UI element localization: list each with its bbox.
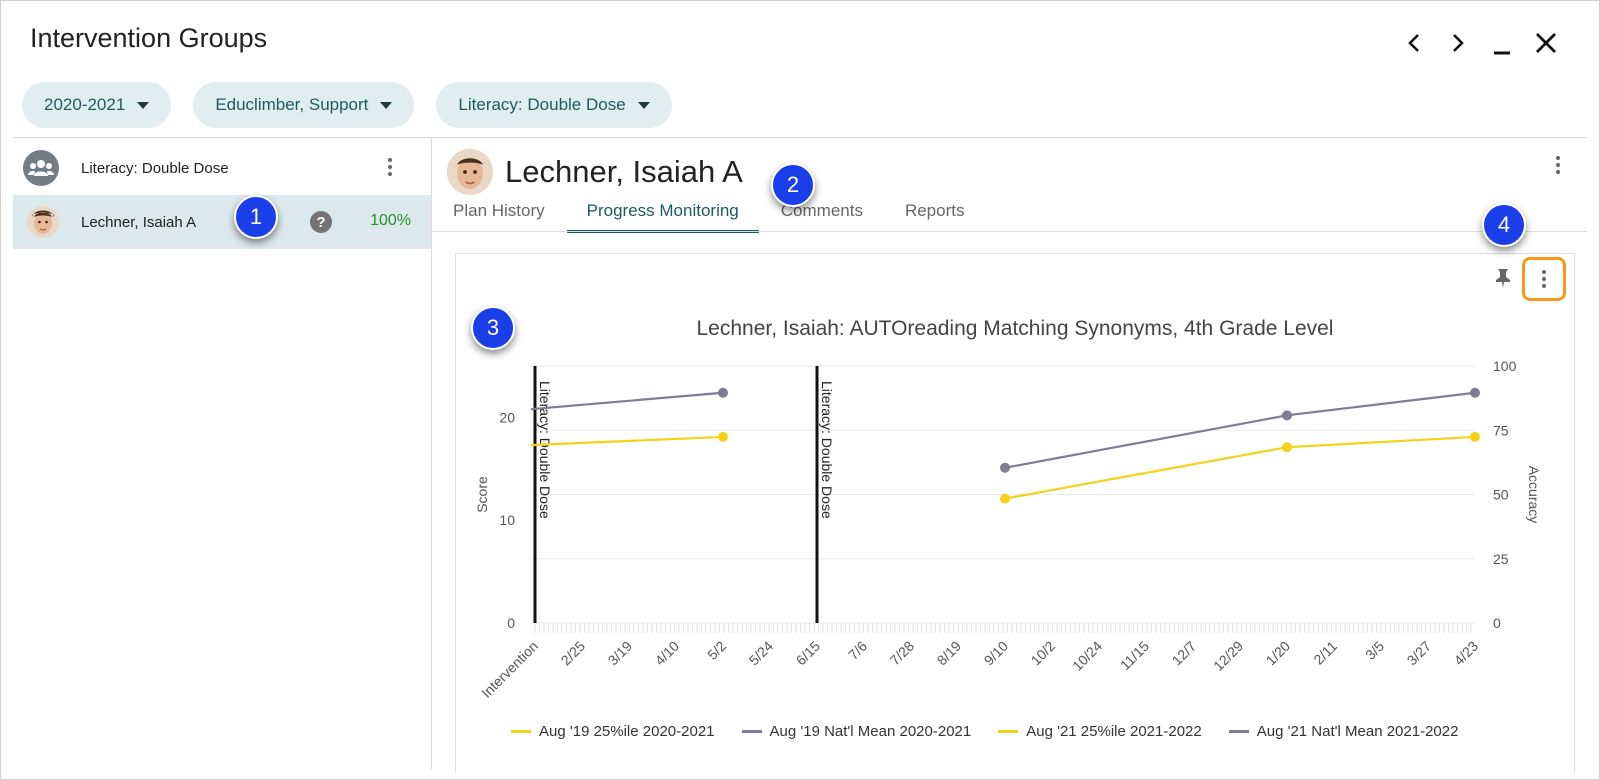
legend-label: Aug '19 Nat'l Mean 2020-2021 <box>769 723 972 740</box>
group-label: Literacy: Double Dose <box>81 159 229 177</box>
chart-legend: Aug '19 25%ile 2020-2021 Aug '19 Nat'l M… <box>511 723 1458 740</box>
chart-card <box>455 253 1575 773</box>
divider <box>431 137 432 769</box>
chart-title: Lechner, Isaiah: AUTOreading Matching Sy… <box>696 317 1334 340</box>
legend-swatch <box>998 730 1019 733</box>
step-badge-1: 1 <box>234 195 278 239</box>
student-name: Lechner, Isaiah A <box>81 213 197 231</box>
pin-icon[interactable] <box>1493 267 1513 294</box>
sidebar-student-row[interactable]: Lechner, Isaiah A ? 100% <box>13 195 431 249</box>
student-header: Lechner, Isaiah A <box>447 149 743 195</box>
sidebar-group-row[interactable]: Literacy: Double Dose <box>13 143 431 193</box>
legend-label: Aug '21 25%ile 2021-2022 <box>1026 723 1202 740</box>
legend-label: Aug '19 25%ile 2020-2021 <box>539 723 715 740</box>
completion-percent: 100% <box>370 212 411 229</box>
step-badge-3: 3 <box>471 306 515 350</box>
caret-down-icon <box>137 101 150 109</box>
filter-bar: 2020-2021 Educlimber, Support Literacy: … <box>22 82 672 128</box>
step-badge-4: 4 <box>1482 203 1526 247</box>
minimize-icon[interactable] <box>1491 27 1513 59</box>
year-filter-label: 2020-2021 <box>44 95 126 114</box>
avatar <box>447 149 493 195</box>
student-title: Lechner, Isaiah A <box>505 154 743 189</box>
group-menu-icon[interactable] <box>388 158 392 176</box>
close-icon[interactable] <box>1535 27 1557 59</box>
legend-item[interactable]: Aug '19 25%ile 2020-2021 <box>511 723 715 740</box>
window-title: Intervention Groups <box>30 23 268 53</box>
staff-filter-label: Educlimber, Support <box>215 95 369 114</box>
tab-progress-monitoring[interactable]: Progress Monitoring <box>566 201 759 233</box>
divider <box>13 137 1587 138</box>
divider <box>431 231 1587 232</box>
legend-swatch <box>1228 730 1249 733</box>
tab-plan-history[interactable]: Plan History <box>453 201 545 220</box>
legend-item[interactable]: Aug '21 Nat'l Mean 2021-2022 <box>1228 723 1459 740</box>
group-filter[interactable]: Literacy: Double Dose <box>436 82 672 128</box>
next-icon[interactable] <box>1447 27 1469 59</box>
tab-comments[interactable]: Comments <box>780 201 863 220</box>
kebab-icon <box>1542 270 1546 288</box>
avatar <box>27 206 59 238</box>
caret-down-icon <box>637 101 650 109</box>
chart-menu-button[interactable] <box>1522 257 1566 301</box>
legend-swatch <box>741 730 762 733</box>
year-filter[interactable]: 2020-2021 <box>22 82 172 128</box>
tab-reports[interactable]: Reports <box>904 201 965 220</box>
caret-down-icon <box>380 101 393 109</box>
legend-label: Aug '21 Nat'l Mean 2021-2022 <box>1256 723 1459 740</box>
help-icon[interactable]: ? <box>310 211 332 233</box>
step-badge-2: 2 <box>771 163 815 207</box>
legend-item[interactable]: Aug '19 Nat'l Mean 2020-2021 <box>741 723 972 740</box>
group-icon <box>23 150 59 186</box>
prev-icon[interactable] <box>1403 27 1425 59</box>
legend-swatch <box>511 730 531 733</box>
student-menu-icon[interactable] <box>1556 156 1560 174</box>
group-filter-label: Literacy: Double Dose <box>458 95 626 114</box>
tab-bar: Plan History Progress Monitoring Comment… <box>453 201 1006 233</box>
legend-item[interactable]: Aug '21 25%ile 2021-2022 <box>998 723 1202 740</box>
staff-filter[interactable]: Educlimber, Support <box>193 82 415 128</box>
window-controls <box>1403 27 1557 59</box>
